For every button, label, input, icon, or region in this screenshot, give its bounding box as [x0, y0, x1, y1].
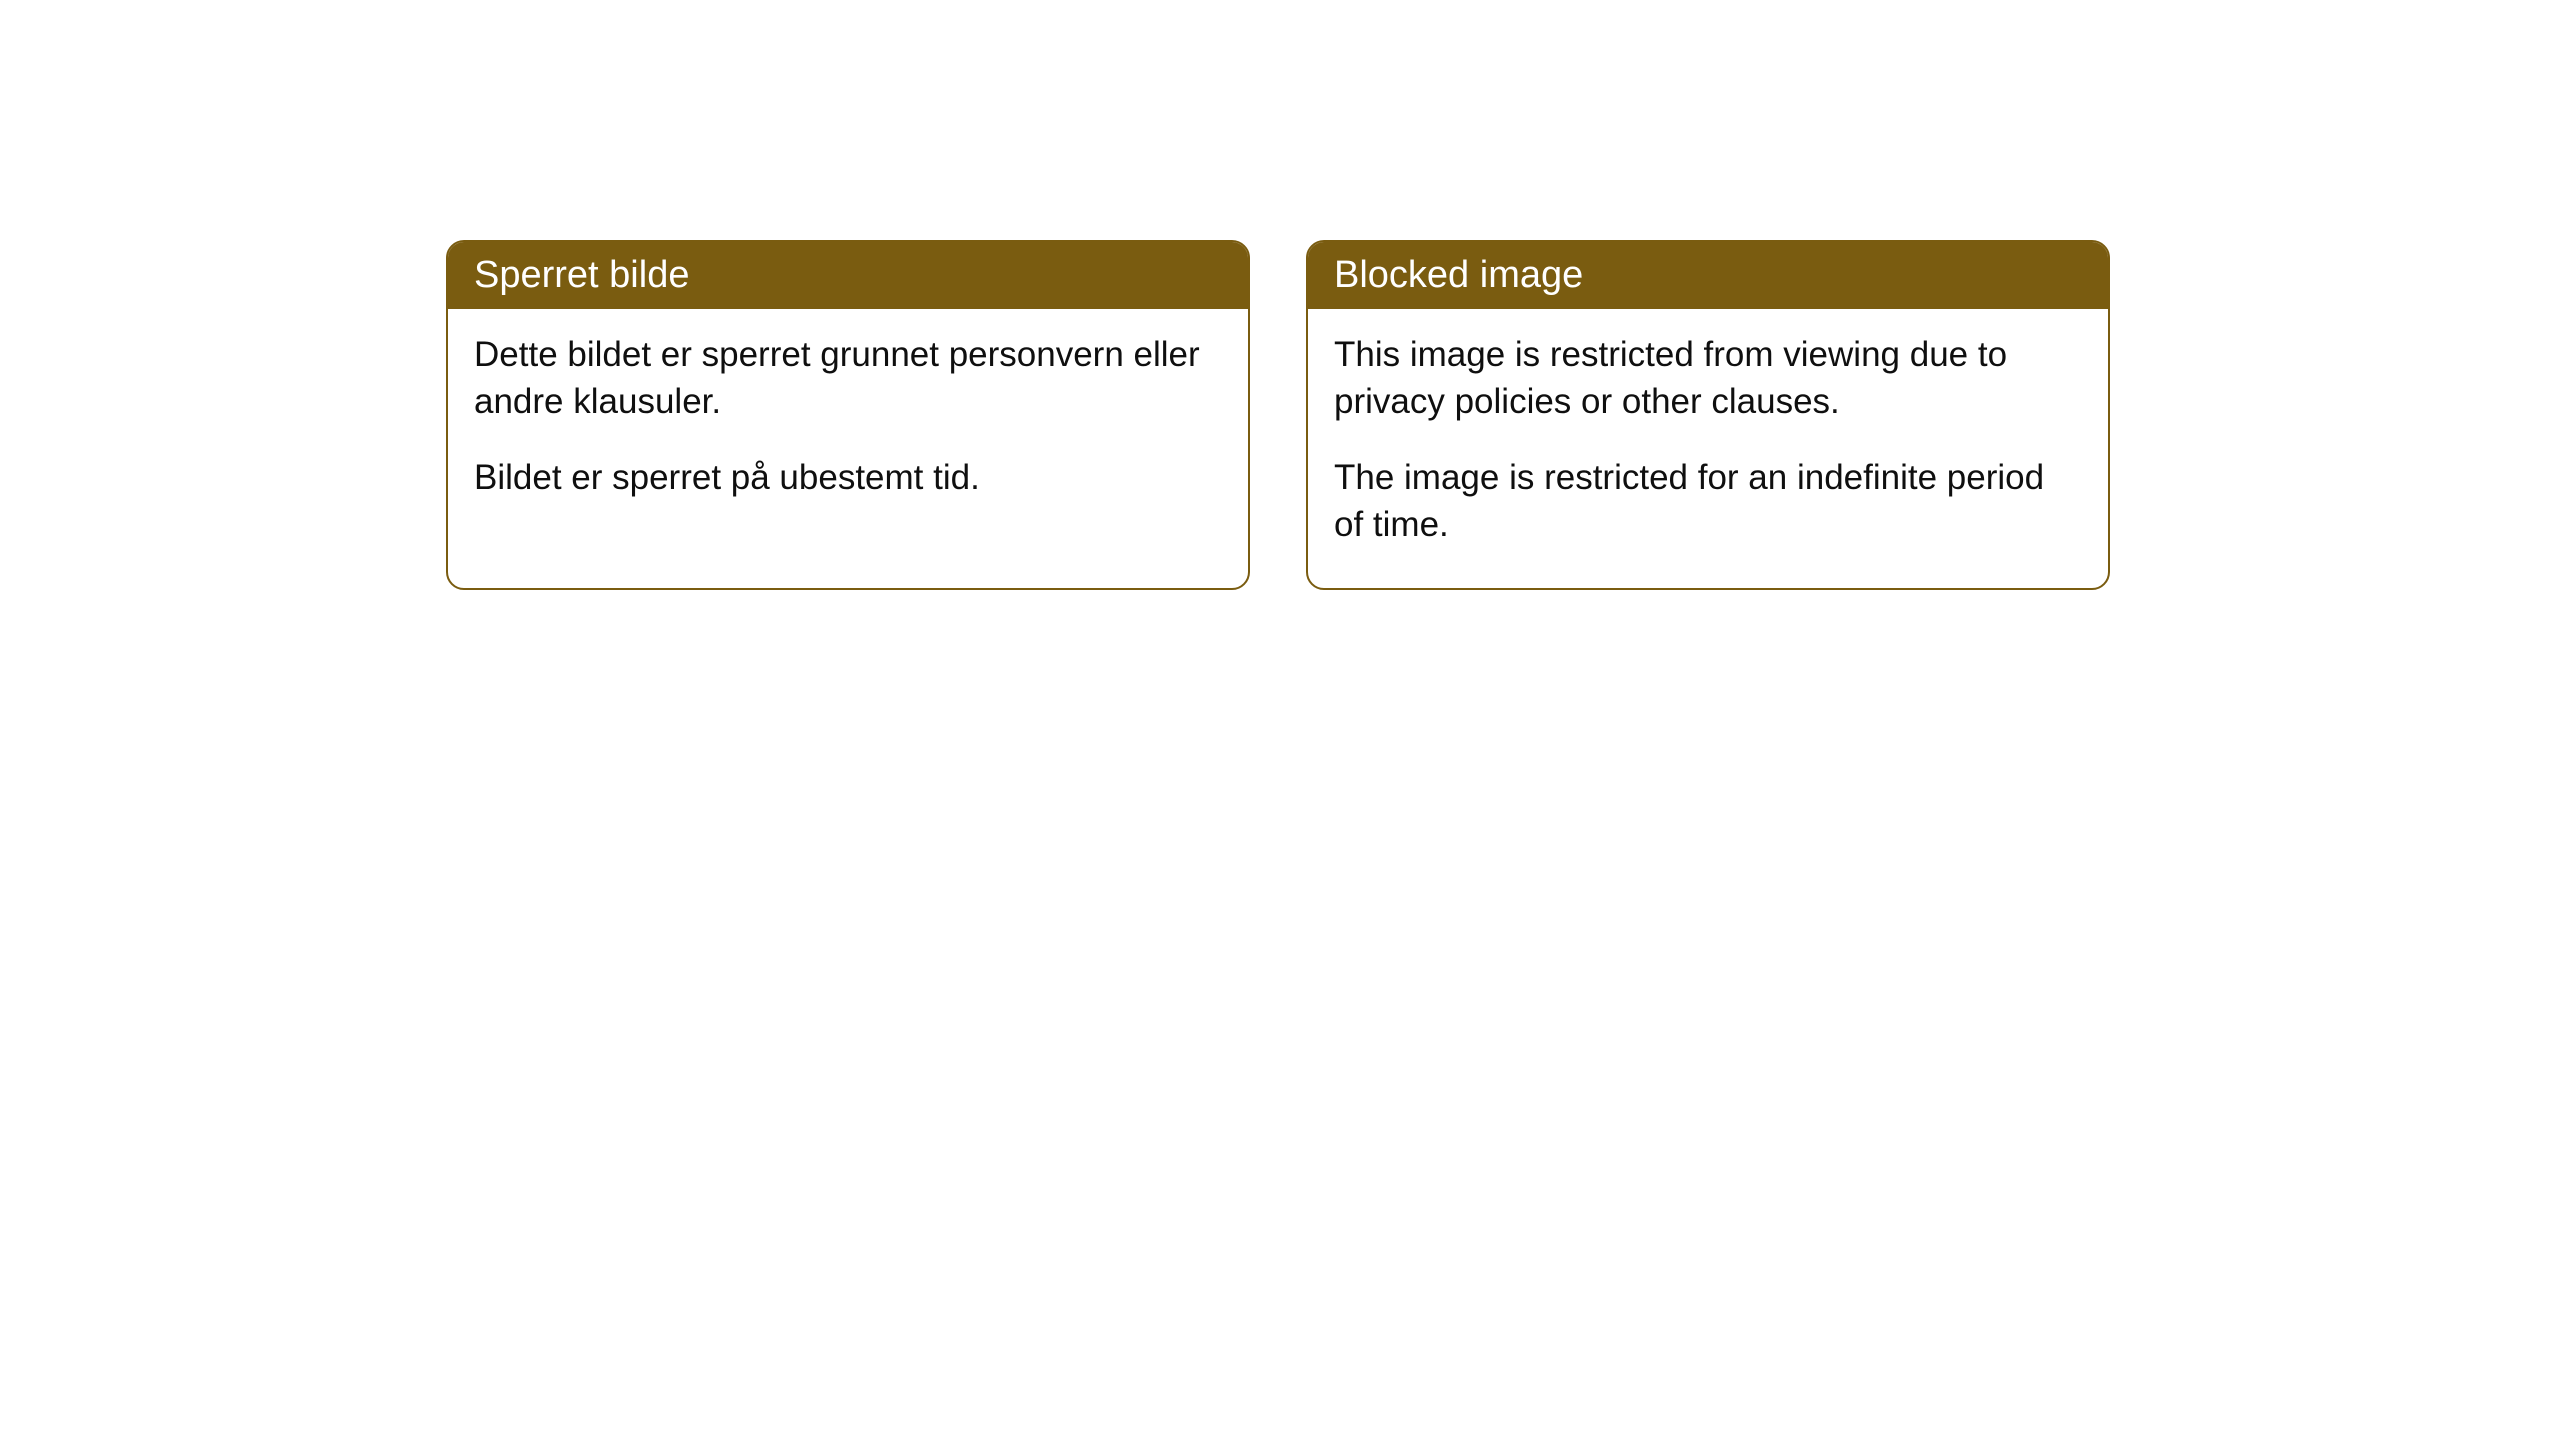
- card-body: This image is restricted from viewing du…: [1308, 309, 2108, 588]
- card-title: Blocked image: [1308, 242, 2108, 309]
- card-title: Sperret bilde: [448, 242, 1248, 309]
- card-body: Dette bildet er sperret grunnet personve…: [448, 309, 1248, 541]
- notice-card-english: Blocked image This image is restricted f…: [1306, 240, 2110, 590]
- notice-card-norwegian: Sperret bilde Dette bildet er sperret gr…: [446, 240, 1250, 590]
- card-paragraph: Bildet er sperret på ubestemt tid.: [474, 454, 1222, 501]
- card-paragraph: Dette bildet er sperret grunnet personve…: [474, 331, 1222, 426]
- card-paragraph: This image is restricted from viewing du…: [1334, 331, 2082, 426]
- notice-cards-container: Sperret bilde Dette bildet er sperret gr…: [446, 240, 2110, 590]
- card-paragraph: The image is restricted for an indefinit…: [1334, 454, 2082, 549]
